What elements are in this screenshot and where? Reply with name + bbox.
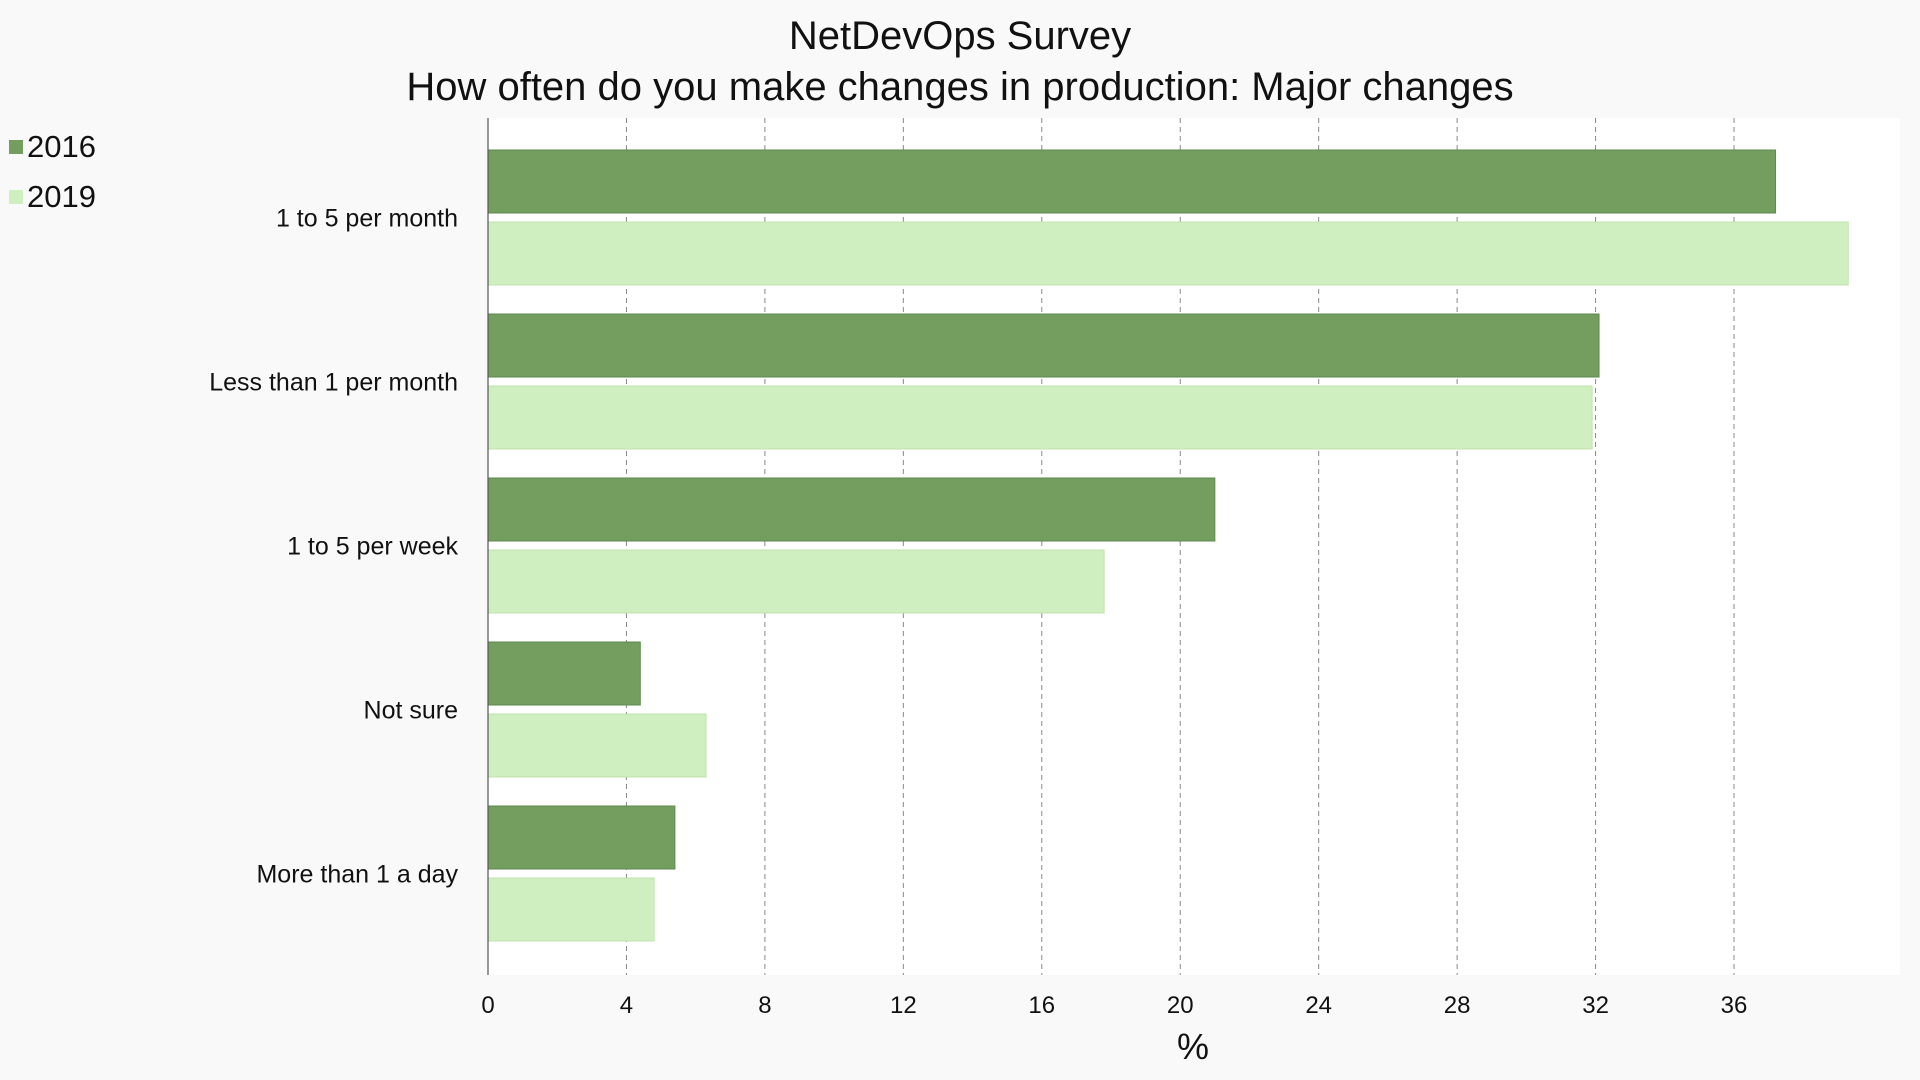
bar-1-to-5-per-week-2016 bbox=[487, 477, 1216, 542]
bar-1-to-5-per-week-2019 bbox=[487, 549, 1105, 614]
category-label-less-than-1-per-month: Less than 1 per month bbox=[209, 369, 458, 397]
x-tick-label-28: 28 bbox=[1444, 992, 1471, 1019]
bar-not-sure-2019 bbox=[487, 713, 707, 778]
bar-more-than-1-a-day-2019 bbox=[487, 877, 655, 942]
bar-less-than-1-per-month-2019 bbox=[487, 385, 1593, 450]
x-tick-label-36: 36 bbox=[1721, 992, 1748, 1019]
bar-1-to-5-per-month-2019 bbox=[487, 221, 1849, 286]
x-tick-label-12: 12 bbox=[890, 992, 917, 1019]
x-tick-label-32: 32 bbox=[1582, 992, 1609, 1019]
chart-title: NetDevOps Survey bbox=[789, 14, 1131, 58]
bar-less-than-1-per-month-2016 bbox=[487, 313, 1600, 378]
x-tick-label-20: 20 bbox=[1167, 992, 1194, 1019]
bars bbox=[487, 149, 1849, 942]
bar-1-to-5-per-month-2016 bbox=[487, 149, 1777, 214]
category-label-1-to-5-per-month: 1 to 5 per month bbox=[276, 205, 458, 233]
category-labels: 1 to 5 per month Less than 1 per month 1 t… bbox=[209, 205, 458, 889]
legend-swatch-2016 bbox=[9, 140, 23, 154]
bar-not-sure-2016 bbox=[487, 641, 641, 706]
x-tick-label-24: 24 bbox=[1305, 992, 1332, 1019]
legend-label-2019: 2019 bbox=[27, 179, 96, 214]
chart-subtitle: How often do you make changes in product… bbox=[406, 65, 1513, 109]
x-axis-title: % bbox=[1177, 1026, 1209, 1067]
category-label-not-sure: Not sure bbox=[364, 697, 458, 725]
x-tick-label-4: 4 bbox=[620, 992, 633, 1019]
category-label-1-to-5-per-week: 1 to 5 per week bbox=[287, 533, 458, 561]
category-label-more-than-1-a-day: More than 1 a day bbox=[256, 861, 458, 889]
legend-label-2016: 2016 bbox=[27, 129, 96, 164]
legend-swatch-2019 bbox=[9, 190, 23, 204]
x-tick-label-16: 16 bbox=[1028, 992, 1055, 1019]
bar-more-than-1-a-day-2016 bbox=[487, 805, 676, 870]
x-tick-label-0: 0 bbox=[481, 992, 494, 1019]
x-tick-label-8: 8 bbox=[758, 992, 771, 1019]
legend: 2016 2019 bbox=[9, 129, 96, 214]
x-tick-labels: 0 4 8 12 16 20 24 28 32 36 bbox=[481, 992, 1747, 1019]
